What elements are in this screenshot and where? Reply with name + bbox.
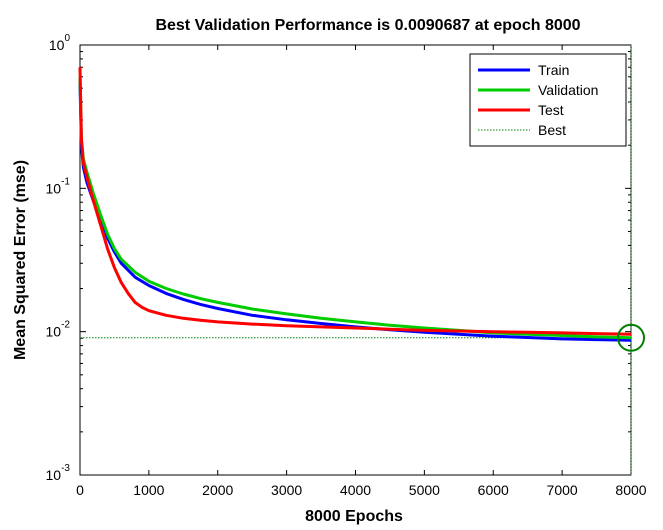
- y-tick-exponent: -3: [61, 463, 70, 474]
- y-tick-base: 10: [46, 324, 62, 340]
- x-tick-label: 4000: [340, 482, 371, 498]
- legend-label-train: Train: [538, 62, 569, 78]
- best-marker: [617, 323, 645, 352]
- x-tick-label: 7000: [547, 482, 578, 498]
- best-marker-group: [617, 323, 645, 352]
- x-tick-label: 6000: [478, 482, 509, 498]
- series-line-test: [78, 67, 632, 336]
- x-tick-labels: 0 1000 2000 3000 4000 5000 6000 7000 8000: [76, 482, 647, 498]
- chart-title: Best Validation Performance is 0.0090687…: [155, 17, 580, 34]
- y-tick-label: 10-3: [46, 463, 71, 483]
- legend: Train Validation Test Best: [469, 53, 627, 147]
- legend-label-test: Test: [538, 102, 564, 118]
- y-tick-base: 10: [46, 467, 62, 483]
- legend-label-best: Best: [538, 122, 566, 138]
- y-tick-label: 10-2: [46, 320, 71, 340]
- x-tick-label: 2000: [202, 482, 233, 498]
- x-axis-label: 8000 Epochs: [305, 508, 403, 525]
- x-tick-label: 5000: [409, 482, 440, 498]
- y-tick-exponent: -1: [61, 176, 70, 187]
- x-tick-label: 1000: [133, 482, 164, 498]
- legend-label-validation: Validation: [538, 82, 598, 98]
- y-tick-base: 10: [46, 180, 62, 196]
- y-tick-base: 10: [49, 37, 65, 53]
- series-lines: [78, 67, 632, 342]
- x-tick-label: 8000: [615, 482, 646, 498]
- y-tick-label: 100: [49, 33, 71, 53]
- y-tick-exponent: 0: [64, 33, 70, 44]
- x-tick-label: 0: [76, 482, 84, 498]
- y-tick-label: 10-1: [46, 176, 71, 196]
- x-tick-label: 3000: [271, 482, 302, 498]
- y-tick-exponent: -2: [61, 320, 70, 331]
- y-axis-label: Mean Squared Error (mse): [12, 160, 29, 360]
